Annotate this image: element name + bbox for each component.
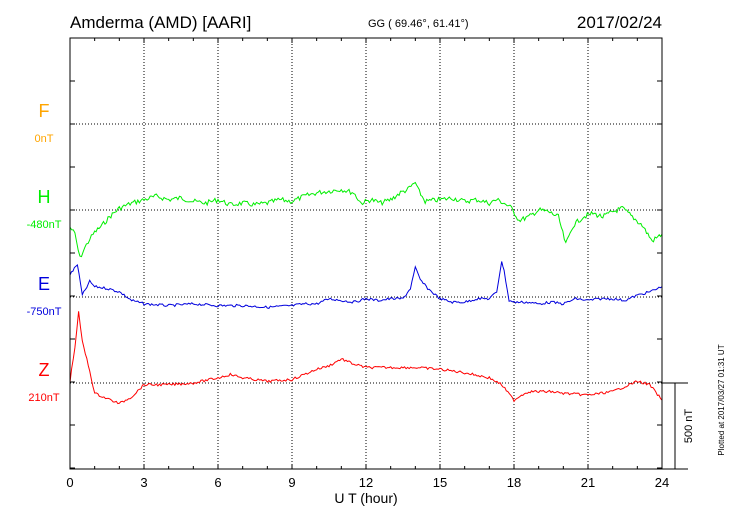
- channel-baseline-z: 210nT: [28, 392, 59, 404]
- series-line-e: [69, 261, 663, 309]
- series-line-z: [69, 311, 663, 405]
- channel-baseline-e: -750nT: [27, 306, 62, 318]
- series-line-h: [69, 181, 663, 258]
- x-tick-label: 15: [433, 475, 447, 490]
- x-tick-label: 12: [359, 475, 373, 490]
- data-series: [69, 181, 663, 405]
- channel-name-z: Z: [39, 360, 50, 380]
- x-tick-label: 24: [655, 475, 669, 490]
- scale-bar: 500 nT: [662, 382, 695, 470]
- date-label: 2017/02/24: [577, 13, 662, 32]
- header: Amderma (AMD) [AARI] GG ( 69.46°, 61.41°…: [70, 13, 662, 32]
- plotted-timestamp: Plotted at 2017/03/27 01:31 UT: [717, 344, 726, 455]
- channel-baseline-h: -480nT: [27, 219, 62, 231]
- channel-name-f: F: [39, 101, 50, 121]
- x-tick-label: 6: [214, 475, 221, 490]
- x-axis-label: U T (hour): [334, 490, 397, 506]
- station-title: Amderma (AMD) [AARI]: [70, 13, 251, 32]
- channel-baseline-f: 0nT: [35, 133, 54, 145]
- x-tick-label: 0: [66, 475, 73, 490]
- x-tick-label: 21: [581, 475, 595, 490]
- channel-name-h: H: [38, 187, 51, 207]
- x-tick-label: 3: [140, 475, 147, 490]
- scale-bar-label: 500 nT: [683, 409, 695, 444]
- grid: [70, 38, 662, 469]
- x-axis: 0 3 6 9 12 15 18 21 24: [66, 38, 669, 490]
- channel-name-e: E: [38, 274, 50, 294]
- x-tick-label: 18: [507, 475, 521, 490]
- coordinates-label: GG ( 69.46°, 61.41°): [368, 18, 469, 30]
- x-tick-label: 9: [288, 475, 295, 490]
- channel-labels: F 0nT H -480nT E -750nT Z 210nT: [27, 101, 62, 404]
